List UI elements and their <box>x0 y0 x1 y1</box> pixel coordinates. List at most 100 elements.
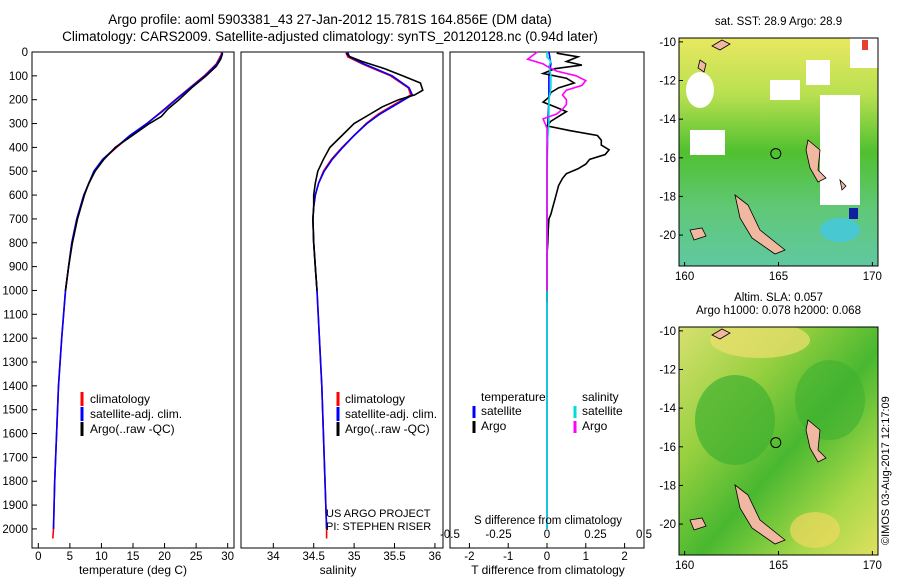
island-coast <box>711 39 731 51</box>
series-s-argo <box>525 51 588 291</box>
x-tick-label: 5 <box>67 551 73 563</box>
map-x-tick-label: 170 <box>863 271 882 283</box>
depth-tick-label: 400 <box>9 142 28 154</box>
depth-tick-label: 900 <box>9 262 28 274</box>
legend-label-t-argo: Argo <box>481 419 507 433</box>
legend-title-temperature: temperature <box>481 390 546 404</box>
temperature-xlabel: temperature (deg C) <box>79 563 187 577</box>
sst-cool-patch <box>820 218 860 242</box>
map-y-tick-label: -14 <box>659 403 676 415</box>
depth-tick-label: 0 <box>22 47 28 59</box>
series-argo-raw-qc- <box>312 52 424 291</box>
sla-map-title-2: Argo h1000: 0.078 h2000: 0.068 <box>696 305 861 317</box>
map-x-tick-label: 170 <box>863 560 882 572</box>
x2-tick-label: 0.5 <box>636 529 652 541</box>
legend-label-argo: Argo(..raw -QC) <box>345 422 430 436</box>
island-coast <box>689 227 707 241</box>
depth-tick-label: 800 <box>9 238 28 250</box>
depth-tick-label: 1700 <box>2 452 28 464</box>
temperature-legend: climatology satellite-adj. clim. Argo(..… <box>80 392 182 436</box>
temperature-panel: 0100200300400500600700800900100011001200… <box>2 47 235 577</box>
legend-label-satellite: satellite-adj. clim. <box>90 407 182 421</box>
salinity-legend: climatology satellite-adj. clim. Argo(..… <box>336 392 437 436</box>
x2-tick-label: -0.25 <box>485 529 511 541</box>
map-y-tick-label: -12 <box>659 365 676 377</box>
map-y-tick-label: -10 <box>659 37 676 49</box>
map-y-tick-label: -14 <box>659 114 676 126</box>
legend-label-satellite: satellite-adj. clim. <box>345 407 437 421</box>
new-caledonia-coast <box>734 484 786 545</box>
island-coast <box>689 517 707 531</box>
depth-tick-label: 600 <box>9 190 28 202</box>
map-y-tick-label: -20 <box>659 230 676 242</box>
map-y-tick-label: -18 <box>659 191 676 203</box>
x-tick-label: 0 <box>544 551 550 563</box>
depth-tick-label: 1300 <box>2 357 28 369</box>
sst-cloud-gap <box>806 60 830 85</box>
salinity-xlabel: salinity <box>320 563 357 577</box>
vanuatu-coast <box>805 139 827 183</box>
x-tick-label: 25 <box>190 551 203 563</box>
x-tick-label: 10 <box>95 551 108 563</box>
x-tick-label: 35.5 <box>383 551 405 563</box>
new-caledonia-coast <box>734 194 786 255</box>
difference-panel: -2 -1 0 1 2 -0.5 -0.25 0 0.25 0.5 S difference f… <box>440 51 652 577</box>
legend-label-s-satellite: satellite <box>582 404 623 418</box>
sla-low-anomaly <box>695 375 775 465</box>
sst-cloud-gap <box>770 80 800 100</box>
sst-cloud-gap <box>686 72 714 108</box>
depth-tick-label: 1200 <box>2 333 28 345</box>
series-t-argo <box>540 52 611 303</box>
depth-tick-label: 1000 <box>2 285 28 297</box>
depth-tick-label: 700 <box>9 214 28 226</box>
island-coast <box>839 178 847 191</box>
island-coast <box>711 328 731 340</box>
difference-x2label: S difference from climatology <box>474 515 622 527</box>
map-y-tick-label: -16 <box>659 153 676 165</box>
sla-low-anomaly <box>795 360 865 440</box>
island-coast <box>697 59 707 73</box>
depth-tick-label: 1800 <box>2 476 28 488</box>
legend-title-salinity: salinity <box>582 390 619 404</box>
depth-tick-label: 100 <box>9 71 28 83</box>
vanuatu-coast <box>805 419 827 463</box>
sst-cloud-gap <box>690 130 725 155</box>
legend-label-argo: Argo(..raw -QC) <box>90 422 175 436</box>
map-x-tick-label: 160 <box>675 271 694 283</box>
depth-tick-label: 500 <box>9 166 28 178</box>
x-tick-label: -2 <box>464 551 474 563</box>
x-tick-label: 34 <box>267 551 280 563</box>
sla-high-anomaly <box>710 327 810 358</box>
x2-tick-label: -0.5 <box>440 529 460 541</box>
series-satellite-adj-clim- <box>312 51 414 529</box>
x-tick-label: 30 <box>221 551 234 563</box>
series-argo-raw-qc- <box>64 52 224 291</box>
x-tick-label: 1 <box>583 551 589 563</box>
map-y-tick-label: -10 <box>659 326 676 338</box>
sst-cold-pixel <box>849 208 858 219</box>
title-line-1: Argo profile: aoml 5903381_43 27-Jan-201… <box>108 12 552 27</box>
sst-cloud-gap <box>820 95 860 205</box>
map-y-tick-label: -16 <box>659 442 676 454</box>
x-tick-label: 35 <box>348 551 361 563</box>
x2-tick-label: 0.25 <box>584 529 606 541</box>
depth-tick-label: 1600 <box>2 429 28 441</box>
x-tick-label: 0 <box>35 551 41 563</box>
x-tick-label: -1 <box>503 551 513 563</box>
depth-tick-label: 1900 <box>2 500 28 512</box>
sla-map: 160 165 170 -10 -12 -14 -16 -18 -20 <box>659 326 882 572</box>
difference-xlabel: T difference from climatology <box>471 563 625 577</box>
map-y-tick-label: -20 <box>659 519 676 531</box>
profile-location-marker <box>770 437 782 449</box>
map-x-tick-label: 165 <box>769 271 788 283</box>
depth-tick-label: 1100 <box>3 309 28 321</box>
x-tick-label: 15 <box>127 551 140 563</box>
sla-map-title-1: Altim. SLA: 0.057 <box>734 292 823 304</box>
temperature-frame <box>31 51 235 549</box>
map-x-tick-label: 165 <box>769 560 788 572</box>
x-tick-label: 36 <box>429 551 442 563</box>
x-tick-label: 2 <box>621 551 627 563</box>
x-tick-label: 20 <box>158 551 171 563</box>
project-name: US ARGO PROJECT <box>326 508 431 520</box>
